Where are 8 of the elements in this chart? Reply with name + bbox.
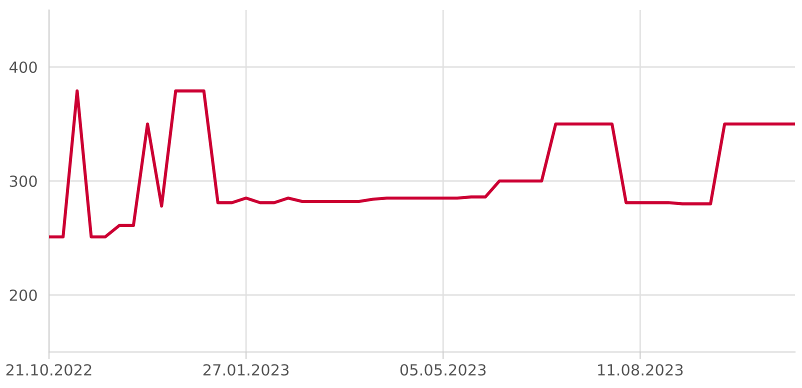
x-tick-label: 27.01.2023 [203,364,289,376]
line-series [49,89,795,238]
x-tick-label: 11.08.2023 [598,364,683,376]
y-tick-label: 200 [10,289,37,302]
x-tick-label: 21.10.2022 [6,364,92,376]
x-tick-label: 05.05.2023 [400,364,486,376]
y-tick-label: 400 [9,61,37,74]
y-tick-label: 300 [10,175,37,188]
